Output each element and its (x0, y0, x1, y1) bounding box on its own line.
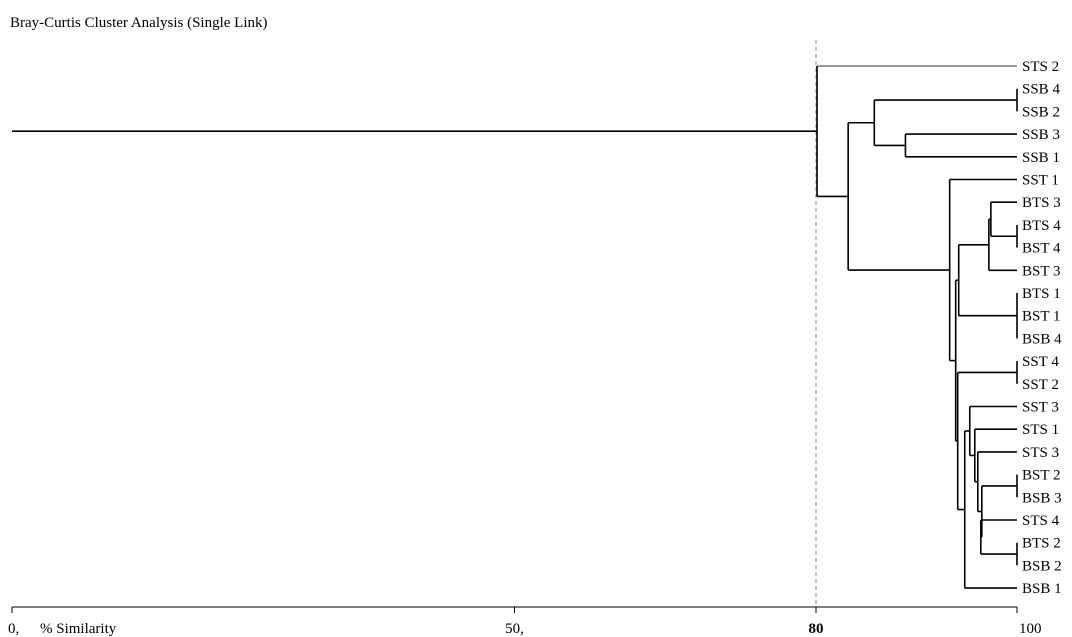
chart-title: Bray-Curtis Cluster Analysis (Single Lin… (10, 15, 268, 31)
axis-tick-label: 80 (809, 621, 824, 637)
leaf-label: SSB 1 (1022, 150, 1060, 166)
leaf-label: BSB 1 (1022, 581, 1062, 597)
leaf-label: BTS 2 (1022, 536, 1061, 552)
leaf-label: SST 2 (1022, 377, 1059, 393)
leaf-labels: STS 2 SSB 4 SSB 2 SSB 3 SSB 1 SST 1 BTS 3 BTS 4… (1022, 59, 1062, 597)
leaf-label: STS 1 (1022, 422, 1059, 438)
leaf-label: BSB 4 (1022, 331, 1062, 347)
axis-tick-label: 0, (8, 621, 19, 637)
similarity-axis: 0, 50, 80 100 % Similarity (8, 606, 1042, 637)
leaf-label: BST 1 (1022, 309, 1061, 325)
leaf-label: SST 4 (1022, 354, 1059, 370)
leaf-label: SST 3 (1022, 400, 1059, 416)
leaf-label: STS 4 (1022, 513, 1060, 529)
axis-tick-label: 50, (505, 621, 524, 637)
leaf-label: BSB 2 (1022, 558, 1062, 574)
leaf-label: BST 4 (1022, 241, 1061, 257)
leaf-label: STS 3 (1022, 445, 1059, 461)
leaf-label: SSB 3 (1022, 127, 1060, 143)
leaf-label: BTS 1 (1022, 286, 1061, 302)
leaf-label: STS 2 (1022, 59, 1059, 75)
leaf-label: BTS 3 (1022, 195, 1061, 211)
dendrogram-links (12, 65, 1018, 589)
axis-tick-label: 100 (1019, 621, 1042, 637)
leaf-label: BST 2 (1022, 468, 1061, 484)
leaf-label: BSB 3 (1022, 490, 1062, 506)
leaf-label: BST 3 (1022, 263, 1061, 279)
leaf-label: BTS 4 (1022, 218, 1061, 234)
leaf-label: SST 1 (1022, 173, 1059, 189)
axis-label: % Similarity (40, 621, 117, 637)
leaf-label: SSB 4 (1022, 82, 1060, 98)
leaf-label: SSB 2 (1022, 104, 1060, 120)
